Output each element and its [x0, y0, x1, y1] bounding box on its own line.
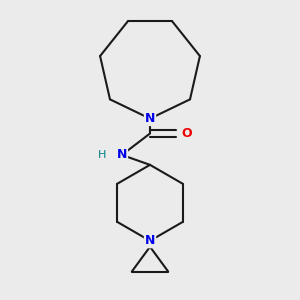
- Text: N: N: [145, 112, 155, 125]
- Text: N: N: [117, 148, 127, 161]
- Text: N: N: [145, 234, 155, 247]
- Text: H: H: [98, 150, 106, 160]
- Text: O: O: [182, 127, 192, 140]
